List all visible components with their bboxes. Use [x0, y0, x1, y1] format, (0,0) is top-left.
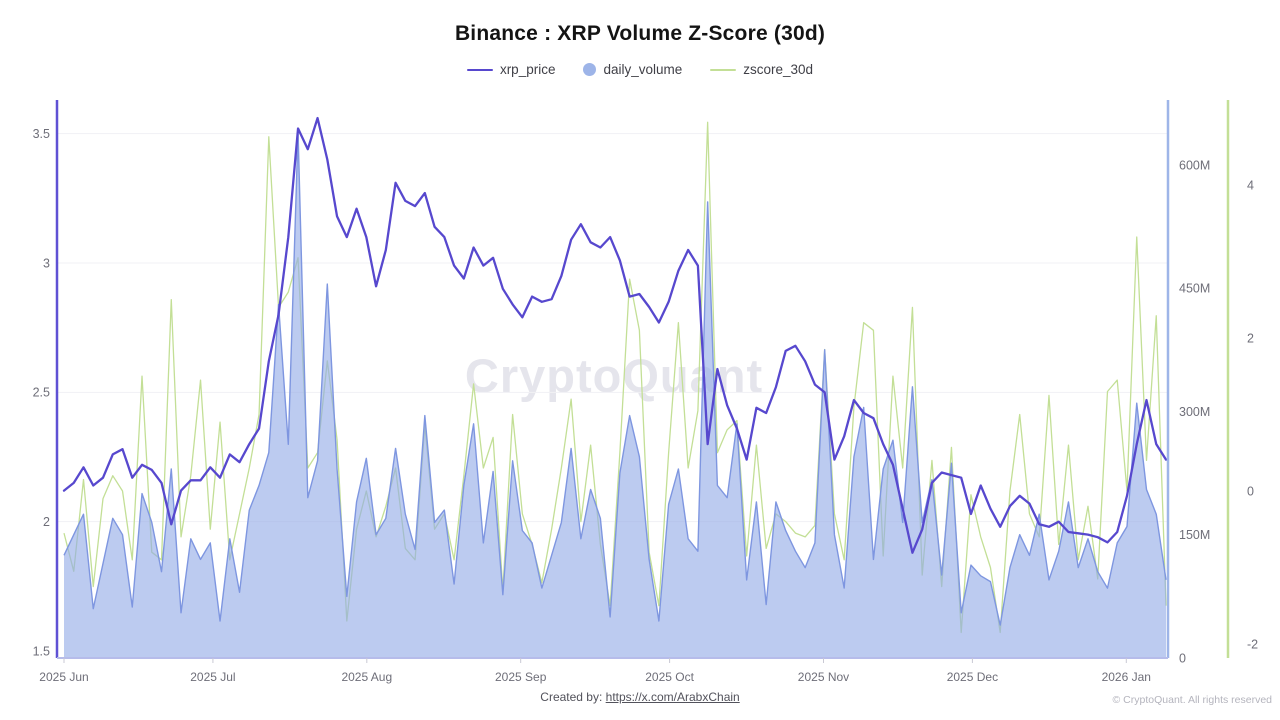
xrp-price-line[interactable]: [62, 116, 1168, 554]
footer-credit: Created by: https://x.com/ArabxChain: [0, 690, 1280, 704]
chart-legend: xrp_price daily_volume zscore_30d: [0, 62, 1280, 77]
copyright-text: © CryptoQuant. All rights reserved: [1112, 694, 1272, 706]
month-tick-label: 2025 Dec: [947, 670, 998, 684]
price-tick-label: 1.5: [33, 644, 50, 658]
daily-volume-area[interactable]: [64, 132, 1166, 659]
zscore-tick-label: 4: [1247, 178, 1254, 192]
month-tick-label: 2025 Oct: [645, 670, 694, 684]
legend-item-zscore-30d[interactable]: zscore_30d: [710, 62, 813, 77]
zscore-tick-label: 0: [1247, 484, 1254, 498]
legend-label: zscore_30d: [743, 62, 814, 77]
daily-volume-outline: [63, 131, 1167, 626]
created-by-label: Created by:: [540, 690, 606, 704]
price-tick-label: 2.5: [33, 386, 50, 400]
volume-tick-label: 600M: [1179, 158, 1210, 172]
legend-label: daily_volume: [603, 62, 683, 77]
month-tick-label: 2026 Jan: [1102, 670, 1151, 684]
month-tick-label: 2025 Nov: [798, 670, 849, 684]
circle-swatch-icon: [583, 63, 597, 76]
month-tick-label: 2025 Sep: [495, 670, 547, 684]
volume-tick-label: 0: [1179, 651, 1186, 665]
volume-tick-label: 300M: [1179, 405, 1210, 419]
price-tick-label: 3: [43, 256, 50, 270]
creator-link[interactable]: https://x.com/ArabxChain: [605, 690, 740, 704]
price-tick-label: 3.5: [33, 127, 50, 141]
price-tick-label: 2: [43, 515, 50, 529]
line-swatch-icon: [466, 68, 493, 71]
chart-title: Binance : XRP Volume Z-Score (30d): [454, 22, 826, 45]
legend-item-daily-volume[interactable]: daily_volume: [583, 62, 682, 77]
month-tick-label: 2025 Jul: [190, 670, 235, 684]
volume-tick-label: 150M: [1179, 528, 1210, 542]
line-swatch-icon: [710, 68, 737, 71]
zscore-tick-label: 2: [1247, 331, 1254, 345]
month-tick-label: 2025 Jun: [39, 670, 88, 684]
legend-label: xrp_price: [499, 62, 556, 77]
legend-item-xrp-price[interactable]: xrp_price: [466, 62, 556, 77]
volume-tick-label: 450M: [1179, 282, 1210, 296]
zscore-tick-label: -2: [1247, 637, 1258, 651]
month-tick-label: 2025 Aug: [341, 670, 392, 684]
zscore-line[interactable]: [63, 121, 1167, 634]
